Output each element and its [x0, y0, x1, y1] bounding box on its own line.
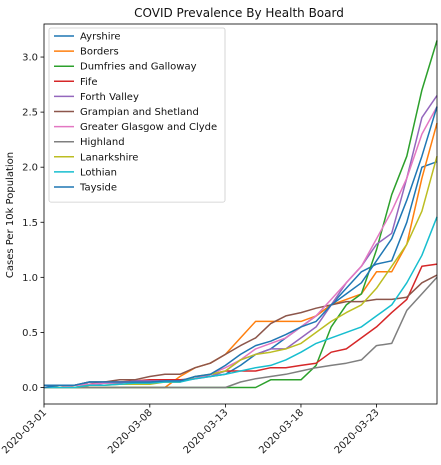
legend-entry-label: Grampian and Shetland: [80, 107, 199, 118]
y-tick-label: 2.0: [22, 163, 38, 174]
legend-entry-label: Borders: [80, 47, 119, 58]
legend-entry-label: Fife: [80, 77, 97, 88]
legend-entry-label: Highland: [80, 137, 125, 148]
legend-entry-label: Forth Valley: [80, 92, 139, 103]
x-tick-label: 2020-03-23: [333, 407, 382, 456]
series-line-fife: [44, 263, 438, 389]
y-tick-label: 0.5: [22, 328, 38, 339]
legend-entry-label: Tayside: [79, 183, 117, 194]
x-tick-label: 2020-03-13: [182, 407, 231, 456]
x-tick-label: 2020-03-18: [257, 407, 306, 456]
x-tick-label: 2020-03-08: [106, 407, 155, 456]
series-layer: [43, 40, 438, 389]
legend-entry-label: Lothian: [80, 167, 117, 178]
legend-entry-label: Dumfries and Galloway: [80, 62, 197, 73]
series-line-lothian: [44, 216, 438, 389]
legend: Ayrshire Borders Dumfries and Galloway Fife…: [48, 27, 226, 203]
series-line-tayside: [43, 106, 438, 389]
y-tick-label: 1.5: [22, 218, 38, 229]
chart-title: COVID Prevalence By Health Board: [134, 6, 344, 20]
y-tick-label: 3.0: [22, 53, 38, 64]
legend-entry-label: Greater Glasgow and Clyde: [80, 122, 217, 133]
plot-frame: [43, 23, 438, 405]
y-axis-title: Cases Per 10k Population: [5, 152, 16, 278]
legend-box: [48, 27, 226, 203]
y-tick-label: 2.5: [22, 108, 38, 119]
y-tick-label: 0.0: [22, 383, 38, 394]
series-line-highland: [44, 276, 438, 389]
legend-entry-label: Lanarkshire: [80, 152, 138, 163]
x-tick-label: 2020-03-01: [0, 407, 49, 456]
y-tick-label: 1.0: [22, 273, 38, 284]
legend-entry-label: Ayrshire: [80, 32, 121, 43]
